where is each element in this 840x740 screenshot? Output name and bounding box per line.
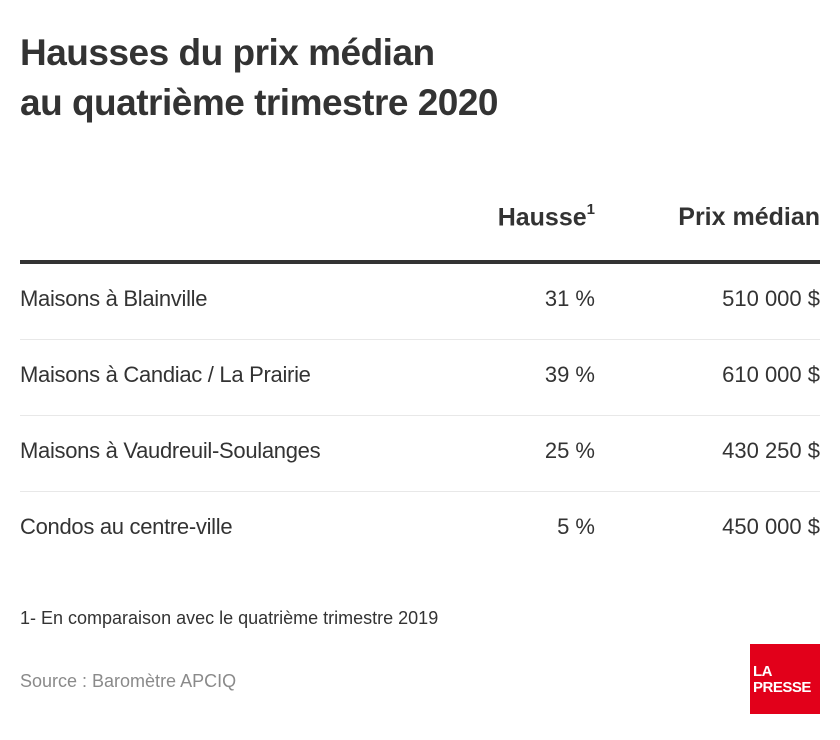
column-header-hausse-label: Hausse <box>497 203 587 232</box>
row-prix: 430 250 $ <box>722 438 820 463</box>
row-prix: 450 000 $ <box>722 514 820 539</box>
table-body: Maisons à Blainville 31 % 510 000 $ Mais… <box>20 264 820 567</box>
row-label: Maisons à Candiac / La Prairie <box>20 362 311 387</box>
row-label: Maisons à Vaudreuil-Soulanges <box>20 438 321 463</box>
table-row: Maisons à Vaudreuil-Soulanges 25 % 430 2… <box>20 415 820 491</box>
table-row: Maisons à Candiac / La Prairie 39 % 610 … <box>20 339 820 415</box>
header-divider <box>20 260 820 264</box>
row-label: Condos au centre-ville <box>20 514 233 539</box>
title-line-1: Hausses du prix médian <box>20 32 435 73</box>
column-header-prix: Prix médian <box>678 203 820 231</box>
table-row: Maisons à Blainville 31 % 510 000 $ <box>20 264 820 339</box>
row-hausse: 5 % <box>557 514 595 539</box>
footnote-mark: 1 <box>586 201 595 218</box>
row-hausse: 39 % <box>544 362 595 387</box>
column-header-hausse: Hausse1 <box>497 201 595 232</box>
title-line-2: au quatrième trimestre 2020 <box>20 82 499 123</box>
row-hausse: 31 % <box>544 286 595 311</box>
row-prix: 610 000 $ <box>722 362 820 387</box>
logo-line-1: LA <box>753 663 773 680</box>
row-hausse: 25 % <box>544 438 595 463</box>
footnote: 1- En comparaison avec le quatrième trim… <box>20 608 439 628</box>
la-presse-logo: LA PRESSE <box>750 644 820 714</box>
row-label: Maisons à Blainville <box>20 286 208 311</box>
logo-line-2: PRESSE <box>753 679 811 696</box>
row-prix: 510 000 $ <box>722 286 820 311</box>
source-credit: Source : Baromètre APCIQ <box>20 671 237 691</box>
table-row: Condos au centre-ville 5 % 450 000 $ <box>20 491 820 567</box>
table-header: Hausse1 Prix médian <box>20 201 820 243</box>
page-title: Hausses du prix médian au quatrième trim… <box>20 28 499 128</box>
